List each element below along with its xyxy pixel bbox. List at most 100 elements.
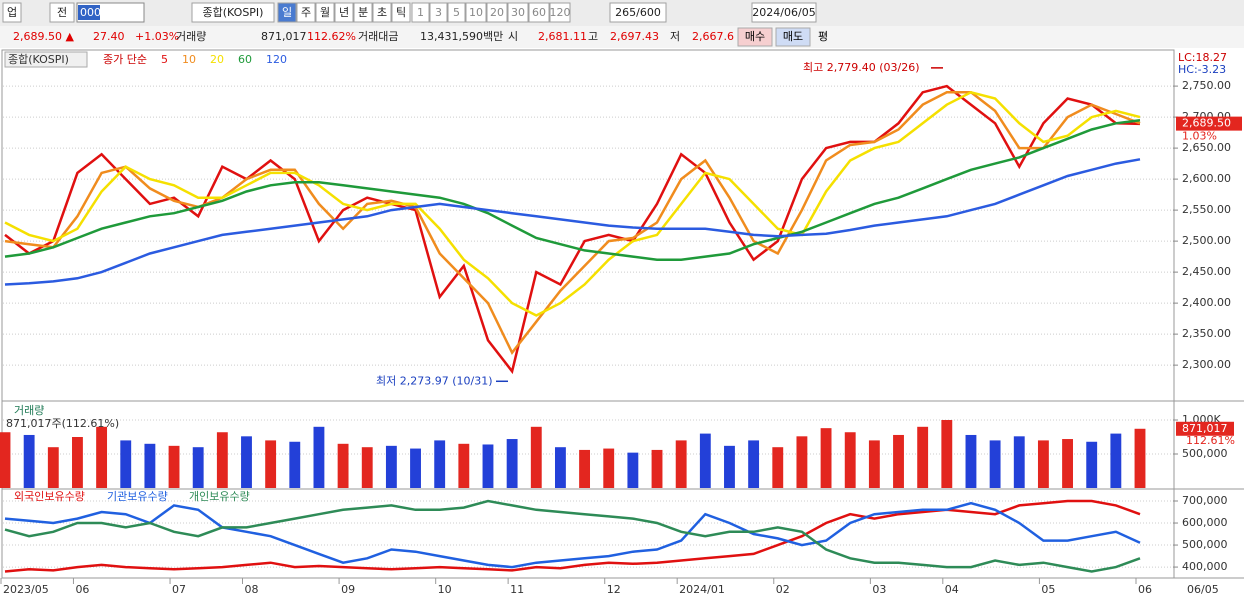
date-box-label: 2024/06/05 (752, 6, 815, 19)
volume-bar (144, 443, 156, 488)
period-button[interactable] (353, 2, 373, 23)
quote-high: 2,697.43 (610, 30, 659, 43)
y-tick-label: 2,750.00 (1182, 79, 1231, 92)
period-button-label: 년 (339, 6, 349, 19)
last-price: 2,689.50 (1182, 117, 1231, 130)
x-tick-label: 2024/01 (679, 583, 725, 596)
volume-bar (434, 440, 446, 488)
y-tick-label: 2,350.00 (1182, 327, 1231, 340)
interval-button[interactable] (507, 2, 529, 23)
last-volume-rate: 112.61% (1186, 434, 1235, 447)
sell-button[interactable] (775, 27, 811, 47)
volume-bar (192, 447, 204, 488)
period-button[interactable] (315, 2, 335, 23)
interval-button[interactable] (429, 2, 448, 23)
period-button[interactable] (372, 2, 392, 23)
x-tick-label: 09 (341, 583, 355, 596)
volume-bar (361, 447, 373, 488)
legend-entry: 외국인보유수량 (14, 490, 85, 503)
period-button-label: 주 (301, 6, 311, 19)
volume-bar (1013, 436, 1025, 488)
legend-entry: 5 (161, 53, 168, 66)
y-tick-label: 2,300.00 (1182, 358, 1231, 371)
line-series (4, 501, 1141, 569)
period-button[interactable] (391, 2, 411, 23)
quote-low_label: 저 (670, 30, 680, 43)
buy-button[interactable] (737, 27, 773, 47)
volume-bar (482, 444, 494, 488)
period-button-label: 초 (377, 6, 387, 19)
lc-label: LC:18.27 (1178, 51, 1227, 64)
interval-button[interactable] (549, 2, 571, 23)
volume-bar (868, 440, 880, 488)
volume-bar (675, 440, 687, 488)
quote-high_label: 고 (588, 30, 598, 43)
count-box[interactable] (609, 2, 667, 23)
quote-open: 2,681.11 (538, 30, 587, 43)
quote-amount_label: 거래대금 (358, 30, 398, 43)
volume-bar (458, 443, 470, 488)
legend-entry: 10 (182, 53, 196, 66)
line-series (4, 158, 1141, 286)
chart-title: 종합(KOSPI) (8, 53, 69, 66)
volume-bar (724, 445, 735, 488)
interval-button-label: 5 (453, 6, 460, 19)
interval-button[interactable] (411, 2, 430, 23)
volume-bar (506, 439, 518, 488)
name-box[interactable] (191, 2, 275, 23)
volume-bar (23, 434, 35, 488)
line-series (4, 90, 1141, 317)
period-button-label: 분 (358, 6, 368, 19)
volume-bar (216, 432, 228, 488)
volume-bar (168, 445, 180, 488)
line-series (4, 118, 1141, 261)
volume-bar (989, 440, 1001, 488)
period-button[interactable] (334, 2, 354, 23)
legend-entry: 20 (210, 53, 224, 66)
volume-bar (603, 448, 615, 488)
volume-bar (289, 441, 301, 488)
sell-label: 매도 (783, 30, 803, 43)
period-button[interactable] (296, 2, 316, 23)
volume-bar (554, 447, 566, 488)
interval-button[interactable] (447, 2, 466, 23)
volume-bar (796, 436, 808, 488)
y-tick-label: 500,000 (1182, 447, 1228, 460)
line-series (4, 499, 1141, 573)
interval-button[interactable] (486, 2, 508, 23)
date-box[interactable] (751, 2, 817, 23)
x-tick-label: 04 (945, 583, 959, 596)
x-tick-label: 02 (776, 583, 790, 596)
quote-volume_label: 거래량 (176, 30, 206, 43)
volume-bar (0, 432, 11, 488)
volume-bar (313, 426, 325, 488)
title-box (4, 51, 88, 68)
interval-button[interactable] (465, 2, 487, 23)
volume-bar (1110, 433, 1122, 488)
market-button[interactable] (2, 2, 22, 23)
period-button[interactable] (277, 2, 297, 23)
quote-volume: 871,017 (261, 30, 307, 43)
volume-bar (410, 448, 421, 488)
x-tick-label: 03 (872, 583, 886, 596)
interval-button-label: 10 (469, 6, 483, 19)
x-tick-label: 06 (1138, 583, 1152, 596)
volume-bar (917, 426, 929, 488)
volume-bar (627, 452, 639, 488)
volume-bar (120, 440, 132, 488)
y-tick-label: 2,450.00 (1182, 265, 1231, 278)
volume-bar (820, 428, 832, 488)
interval-button-label: 30 (511, 6, 525, 19)
chart-subtitle: 종가 단순 (103, 53, 147, 66)
volume-bar (893, 434, 904, 488)
prev-button[interactable] (49, 2, 75, 23)
interval-button[interactable] (528, 2, 550, 23)
x-tick-label: 06 (75, 583, 89, 596)
x-tick-label: 11 (510, 583, 524, 596)
x-end-label: 06/05 (1187, 583, 1219, 596)
volume-bar (699, 433, 711, 488)
period-button-label: 틱 (396, 6, 406, 19)
annotation: 최고 2,779.40 (03/26) (803, 61, 920, 74)
volume-bar (265, 440, 277, 488)
name-box-label: 종합(KOSPI) (203, 6, 264, 19)
